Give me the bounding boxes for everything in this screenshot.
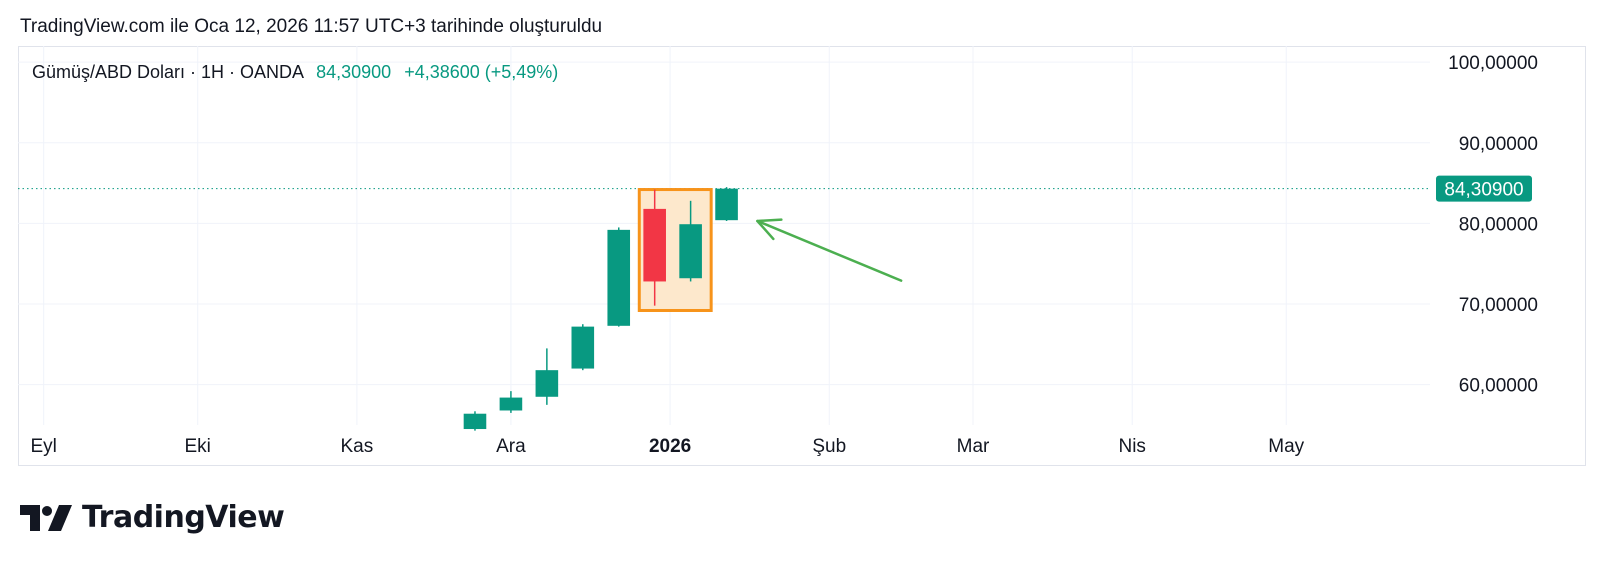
time-tick-label: Nis [1118,436,1145,457]
symbol-legend: Gümüş/ABD Doları · 1H · OANDA 84,30900 +… [32,62,558,83]
price-axis: 100,00000 90,00000 80,00000 70,00000 60,0000… [1436,53,1538,397]
time-tick-label: Eyl [30,436,56,457]
arrow-annotation [756,219,903,282]
last-price-value: 84,30900 [316,62,392,82]
last-price-tag [1436,175,1532,202]
grid-layer [18,46,1430,425]
tradingview-logo-icon [20,504,72,531]
candle-body [535,370,559,397]
time-tick-label: Kas [341,436,374,457]
annotation-layer [756,218,903,282]
tradingview-brand[interactable]: TradingView [20,500,285,535]
candle-body [607,229,631,326]
brand-name: TradingView [82,500,285,535]
price-change: +4,38600 (+5,49%) [404,62,559,82]
price-tick-label: 70,00000 [1459,295,1538,316]
candle-body [499,397,523,411]
candle-body [571,326,595,369]
candle-body [715,188,738,221]
time-axis: Eyl Eki Kas Ara 2026 Şub Mar Nis May [30,436,1304,457]
time-tick-label: May [1268,436,1304,457]
last-price-tag-label: 84,30900 [1444,180,1523,201]
time-tick-label: Eki [185,436,211,457]
time-tick-label: 2026 [649,436,691,457]
price-tick-label: 80,00000 [1459,214,1538,235]
chart-snapshot-caption: TradingView.com ile Oca 12, 2026 11:57 U… [20,16,603,37]
time-tick-label: Şub [812,436,846,457]
chart-frame [18,46,1586,466]
candle-body [643,208,666,282]
arrow-head [756,218,783,241]
candle-layer [463,187,738,431]
time-tick-label: Ara [496,436,526,457]
price-tick-label: 60,00000 [1459,376,1538,397]
candle-body [679,224,702,279]
symbol-info: Gümüş/ABD Doları · 1H · OANDA [32,62,304,82]
time-tick-label: Mar [957,436,990,457]
price-tick-label: 100,00000 [1448,53,1538,74]
price-tick-label: 90,00000 [1459,134,1538,155]
candle-body [463,413,487,430]
